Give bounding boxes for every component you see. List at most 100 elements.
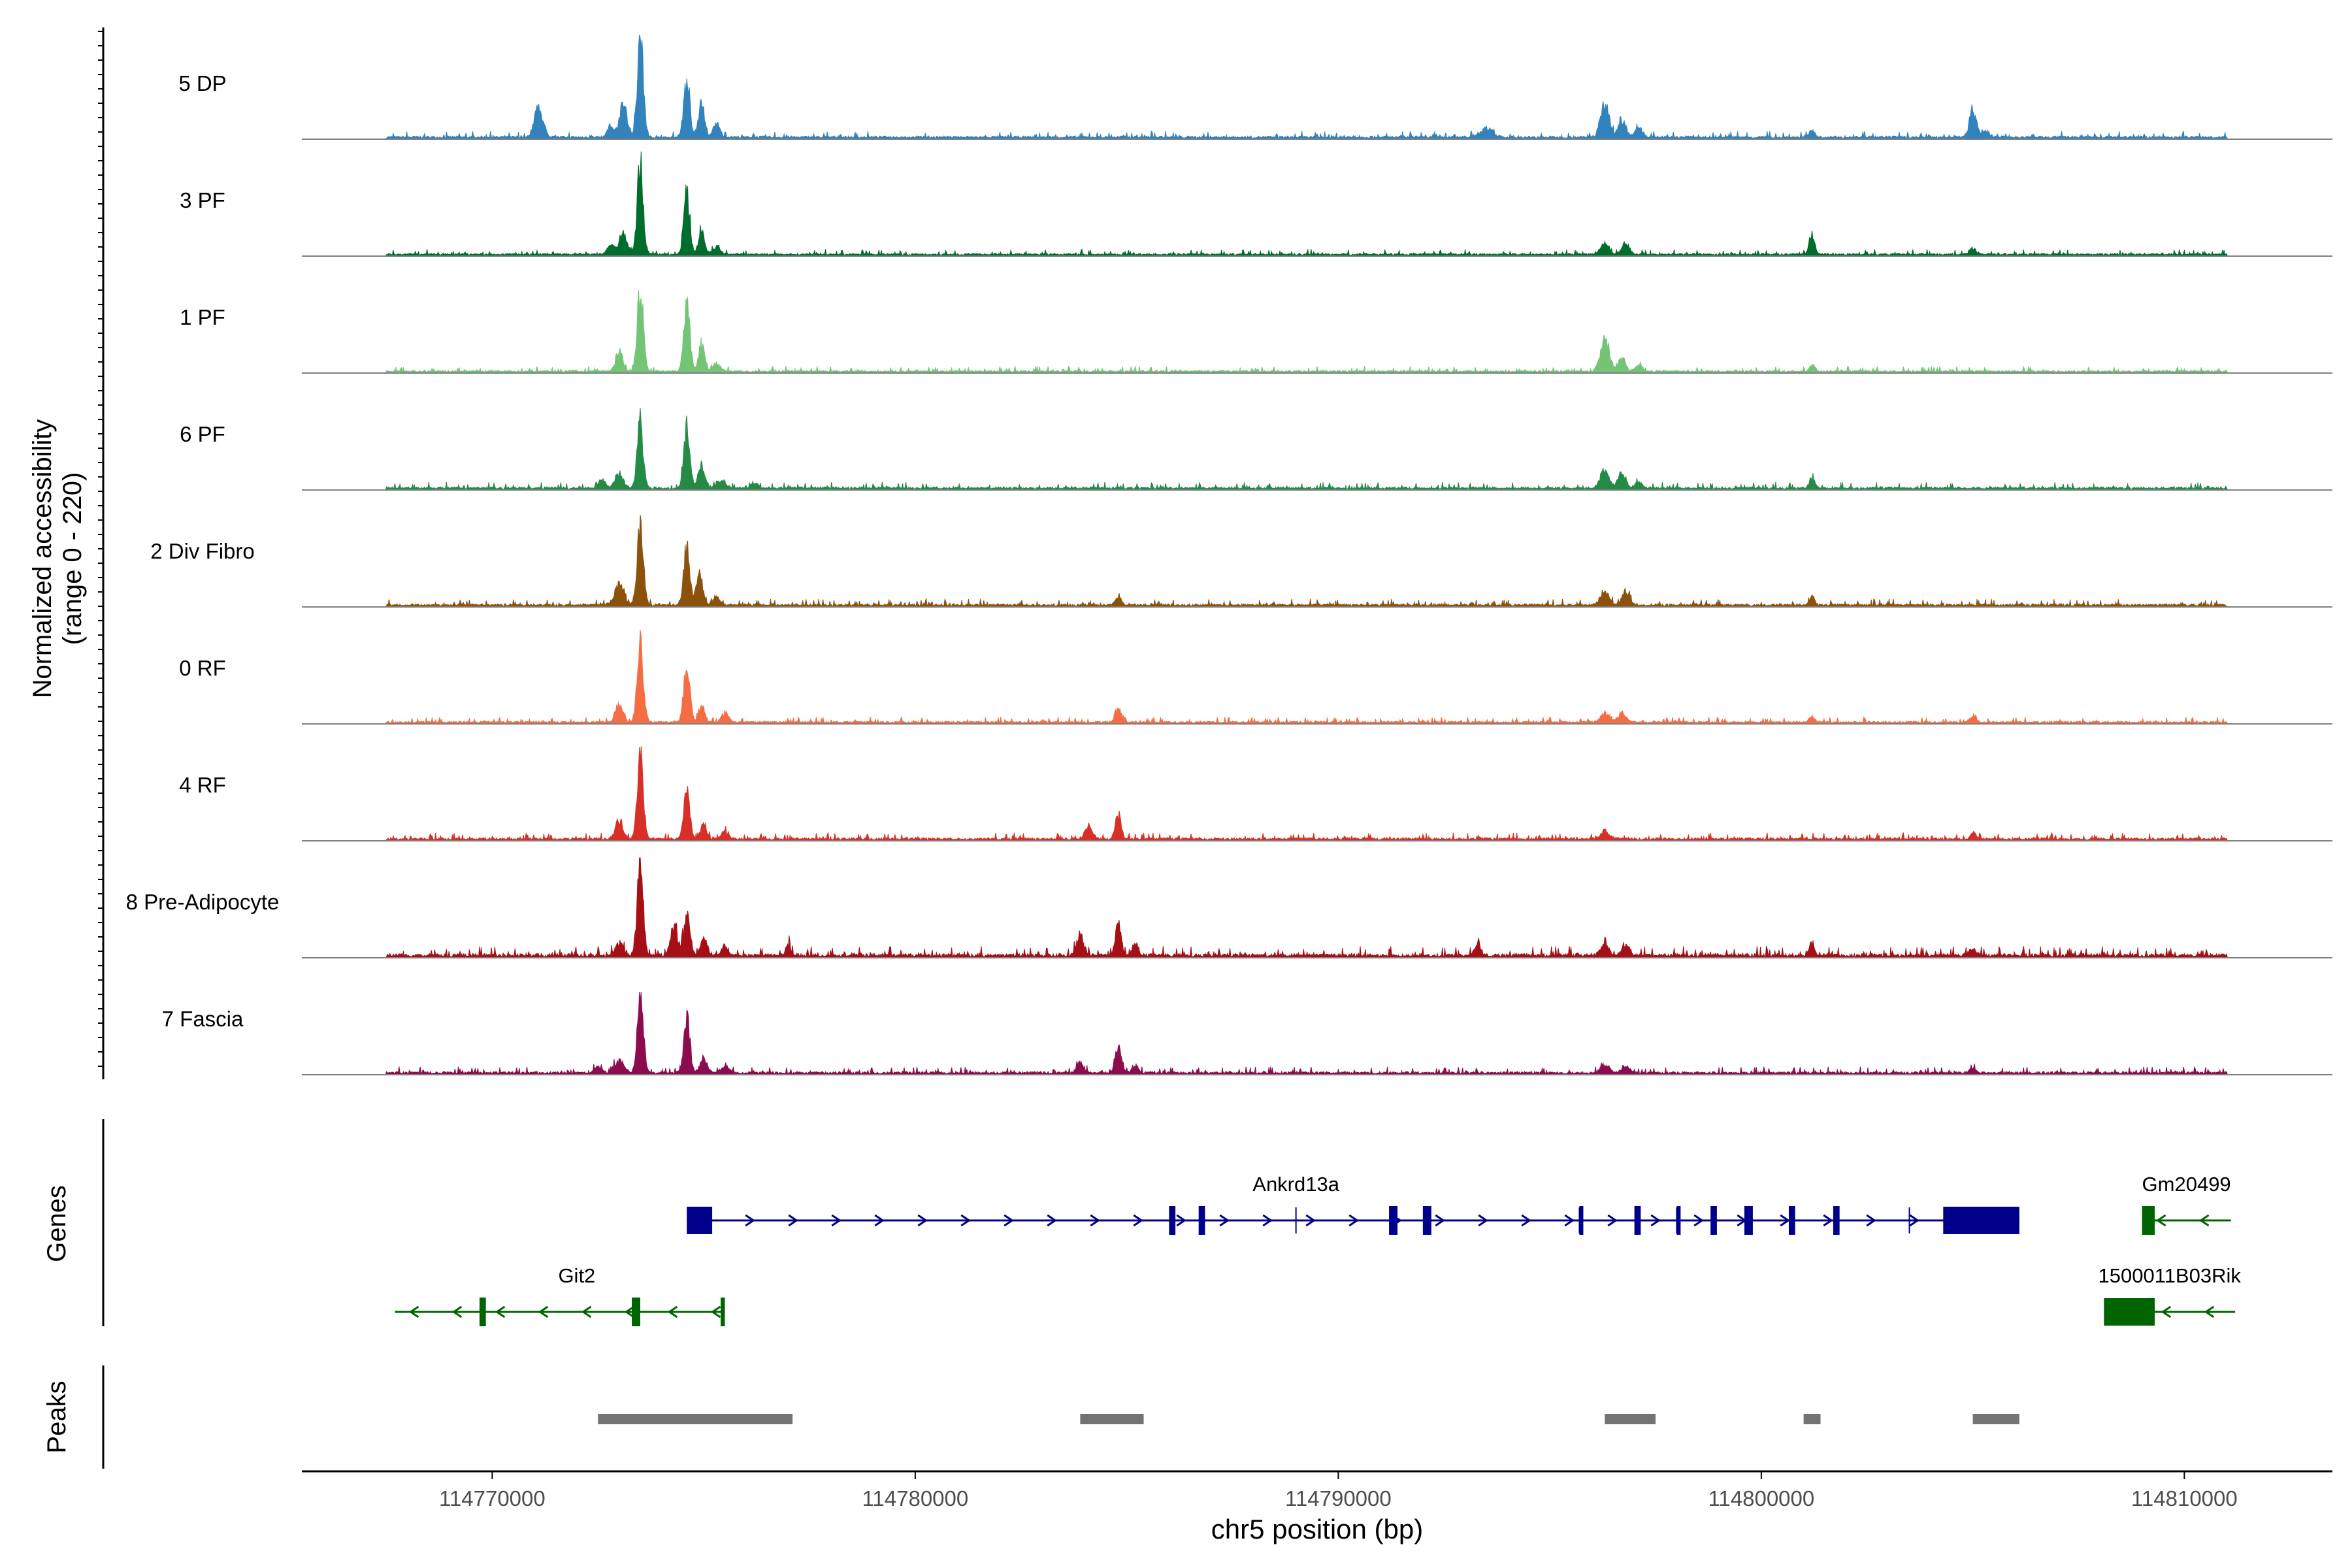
strand-arrow xyxy=(745,1214,755,1227)
strand-arrow xyxy=(1780,1214,1790,1227)
x-axis-ticks: 114770000 114780000 114790000 114800000 1148… xyxy=(439,1471,2238,1511)
exon xyxy=(1169,1206,1176,1235)
strand-arrow xyxy=(1650,1214,1661,1227)
strand-arrow xyxy=(495,1305,506,1318)
strand-arrow xyxy=(710,1305,721,1318)
coverage-area xyxy=(302,746,2332,841)
track-label: 0 RF xyxy=(179,656,226,680)
gene-label: Ankrd13a xyxy=(1252,1173,1339,1196)
strand-arrow xyxy=(1133,1214,1143,1227)
exon xyxy=(687,1207,713,1234)
strand-arrow xyxy=(667,1305,678,1318)
strand-arrow xyxy=(1176,1214,1186,1227)
exon xyxy=(1389,1206,1398,1235)
x-axis-title: chr5 position (bp) xyxy=(1211,1514,1424,1544)
track-label: 6 PF xyxy=(180,422,225,446)
coverage-area xyxy=(302,151,2332,257)
gene-1500011b03rik: 1500011B03Rik xyxy=(2099,1264,2241,1326)
peak-region xyxy=(1972,1414,2019,1424)
exon xyxy=(1676,1206,1681,1235)
gene-gm20499: Gm20499 xyxy=(2142,1173,2231,1235)
x-tick-label: 114780000 xyxy=(862,1486,969,1511)
peak-region xyxy=(598,1414,793,1424)
track-label: 8 Pre-Adipocyte xyxy=(126,890,280,914)
coverage-area xyxy=(302,857,2332,958)
strand-arrow xyxy=(1909,1214,1919,1227)
coverage-area xyxy=(302,515,2332,608)
x-tick-label: 114810000 xyxy=(2131,1486,2238,1511)
peak-region xyxy=(1080,1414,1144,1424)
strand-arrow xyxy=(2204,1305,2215,1318)
strand-arrow xyxy=(2161,1305,2172,1318)
exon xyxy=(632,1298,640,1326)
gene-models: Ankrd13a Gm20499 Git2 1500011B03Rik xyxy=(395,1173,2241,1326)
track-2: 1 PF xyxy=(180,290,2332,374)
genes-panel: Genes Ankrd13a Gm20499 Git2 1500011B03Rik xyxy=(42,1119,2241,1326)
x-tick-label: 114800000 xyxy=(1708,1486,1815,1511)
coverage-area xyxy=(302,991,2332,1075)
exon xyxy=(2104,1298,2155,1326)
gene-git2: Git2 xyxy=(395,1264,725,1326)
coverage-tracks: 5 DP 3 PF 1 PF 6 PF 2 Div Fibro 0 RF 4 RF 8 Pre… xyxy=(126,34,2332,1075)
x-tick-label: 114770000 xyxy=(439,1486,546,1511)
strand-arrow xyxy=(1305,1214,1316,1227)
coverage-area xyxy=(302,408,2332,491)
track-label: 4 RF xyxy=(179,773,226,797)
peaks-panel: Peaks xyxy=(42,1365,2019,1469)
strand-arrow xyxy=(538,1305,549,1318)
y-axis-ticks xyxy=(98,27,105,1079)
track-label: 2 Div Fibro xyxy=(150,539,255,563)
exon xyxy=(479,1298,486,1326)
track-label: 3 PF xyxy=(180,188,225,212)
coverage-area xyxy=(302,630,2332,725)
strand-arrow xyxy=(1435,1214,1445,1227)
exon xyxy=(1943,1207,2019,1234)
strand-arrow xyxy=(874,1214,885,1227)
y-axis-range: (range 0 - 220) xyxy=(58,472,87,645)
strand-arrow xyxy=(451,1305,463,1318)
exon xyxy=(1634,1206,1641,1235)
track-5: 0 RF xyxy=(179,630,2332,725)
exon xyxy=(1788,1206,1795,1235)
coverage-area xyxy=(302,34,2332,140)
strand-arrow xyxy=(917,1214,928,1227)
exon xyxy=(1579,1206,1584,1235)
gene-label: Git2 xyxy=(558,1264,595,1287)
track-1: 3 PF xyxy=(180,151,2332,257)
exon xyxy=(1833,1206,1840,1235)
peaks-panel-label: Peaks xyxy=(42,1380,71,1453)
gene-ankrd13a: Ankrd13a xyxy=(687,1173,2019,1235)
track-6: 4 RF xyxy=(179,746,2332,841)
track-label: 7 Fascia xyxy=(162,1007,244,1031)
strand-arrow xyxy=(1348,1214,1359,1227)
strand-arrow xyxy=(831,1214,841,1227)
coverage-area xyxy=(302,290,2332,374)
track-label: 1 PF xyxy=(180,305,225,329)
track-label: 5 DP xyxy=(178,71,226,95)
gene-label: Gm20499 xyxy=(2142,1173,2231,1196)
strand-arrow xyxy=(1090,1214,1100,1227)
peak-region xyxy=(1803,1414,1821,1424)
exon xyxy=(1710,1206,1717,1235)
peak-regions xyxy=(598,1414,2019,1424)
track-4: 2 Div Fibro xyxy=(150,515,2332,608)
exon xyxy=(721,1298,725,1326)
exon xyxy=(2142,1206,2155,1235)
exon xyxy=(1422,1206,1431,1235)
strand-arrow xyxy=(1478,1214,1488,1227)
track-8: 7 Fascia xyxy=(162,991,2332,1075)
track-3: 6 PF xyxy=(180,408,2332,491)
strand-arrow xyxy=(1004,1214,1014,1227)
y-axis-title: Normalized accessibility (range 0 - 220) xyxy=(28,419,87,698)
strand-arrow xyxy=(1866,1214,1876,1227)
strand-arrow xyxy=(408,1305,419,1318)
strand-arrow xyxy=(1521,1214,1531,1227)
strand-arrow xyxy=(581,1305,592,1318)
strand-arrow xyxy=(788,1214,798,1227)
strand-arrow xyxy=(1607,1214,1618,1227)
x-tick-label: 114790000 xyxy=(1285,1486,1392,1511)
strand-arrow xyxy=(1219,1214,1230,1227)
strand-arrow xyxy=(1262,1214,1273,1227)
strand-arrow xyxy=(624,1305,635,1318)
